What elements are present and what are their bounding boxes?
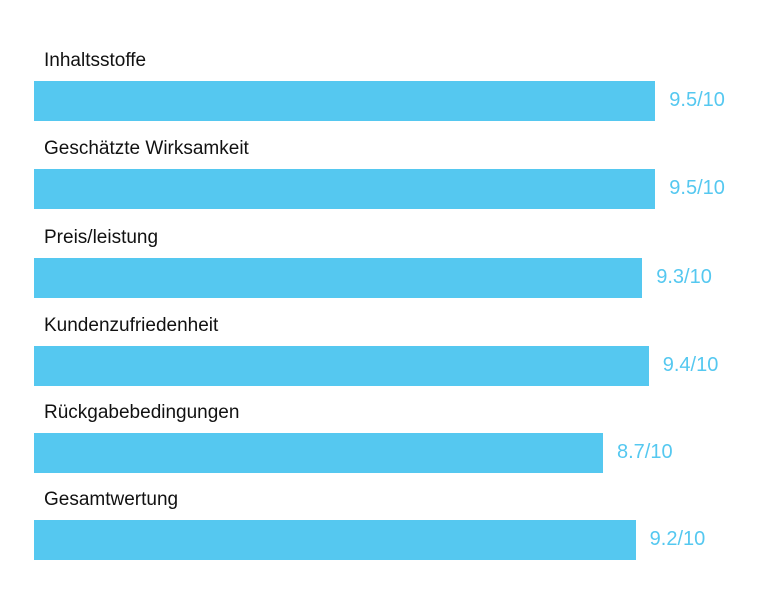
bar-row: Inhaltsstoffe 9.5/10 <box>0 50 767 140</box>
bar <box>34 169 656 209</box>
category-label: Rückgabebedingungen <box>44 402 240 423</box>
bar-row: Geschätzte Wirksamkeit 9.5/10 <box>0 138 767 228</box>
bar-row: Gesamtwertung 9.2/10 <box>0 489 767 579</box>
category-label: Kundenzufriedenheit <box>44 315 219 336</box>
value-label: 9.5/10 <box>669 177 725 199</box>
bar <box>34 81 656 121</box>
bar <box>34 346 649 386</box>
value-label: 9.4/10 <box>662 354 719 376</box>
value-label: 9.2/10 <box>649 528 706 550</box>
category-label: Preis/leistung <box>44 227 159 248</box>
category-label: Gesamtwertung <box>44 489 179 510</box>
value-label: 9.3/10 <box>656 266 712 288</box>
bar-row: Preis/leistung 9.3/10 <box>0 227 767 317</box>
bar <box>34 520 636 560</box>
value-label: 9.5/10 <box>669 89 725 111</box>
bar <box>34 258 643 298</box>
bar <box>34 433 603 473</box>
category-label: Inhaltsstoffe <box>44 50 147 71</box>
bar-row: Rückgabebedingungen 8.7/10 <box>0 402 767 492</box>
bar-row: Kundenzufriedenheit 9.4/10 <box>0 315 767 405</box>
category-label: Geschätzte Wirksamkeit <box>44 138 249 159</box>
value-label: 8.7/10 <box>616 441 673 463</box>
